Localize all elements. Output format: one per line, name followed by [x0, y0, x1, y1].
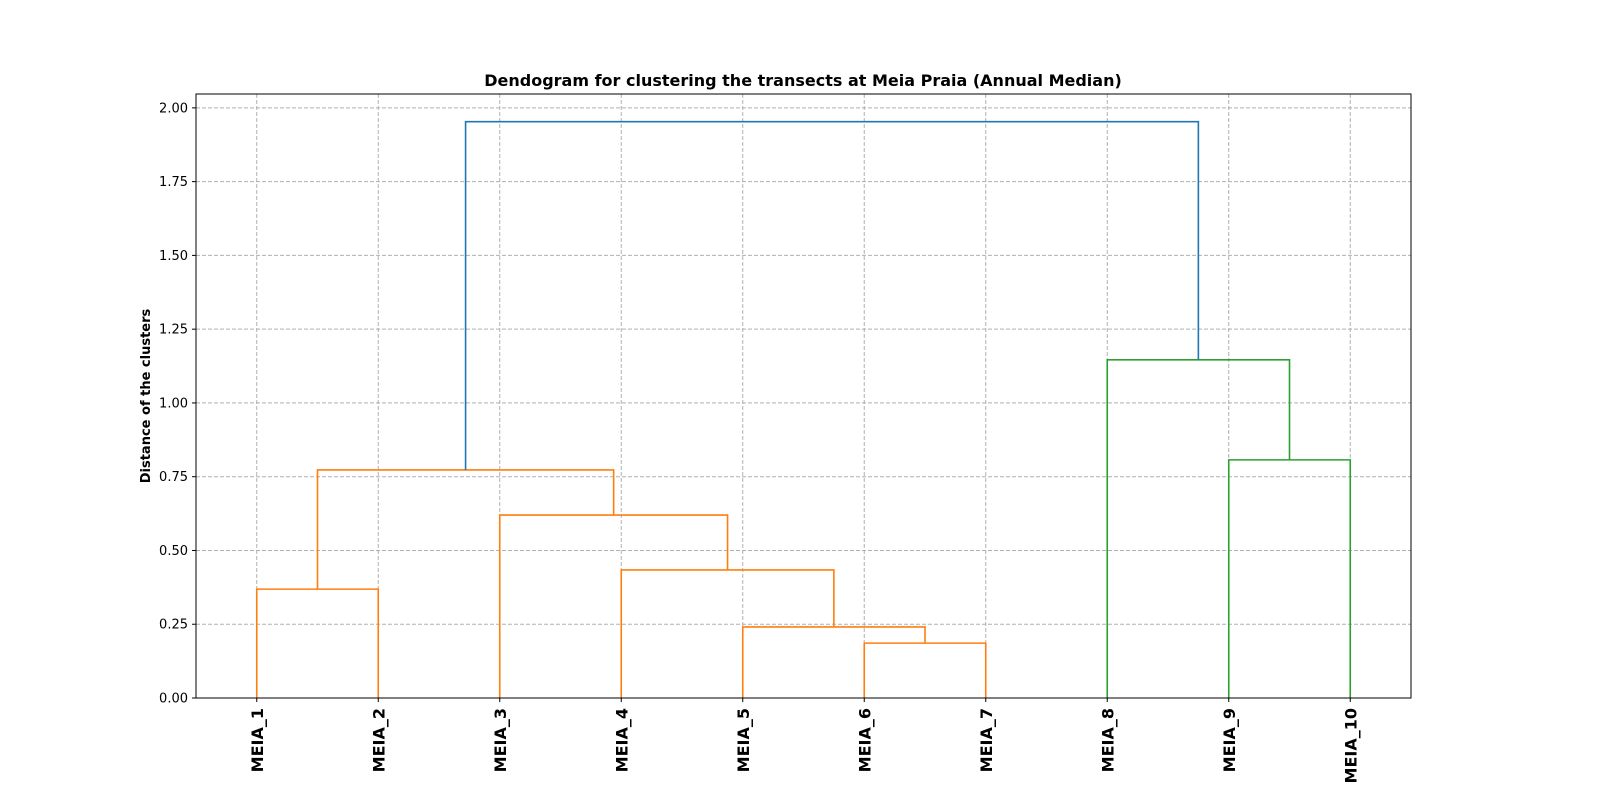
- x-tick-label: MEIA_8: [1098, 708, 1117, 772]
- x-tick-label: MEIA_4: [612, 708, 631, 772]
- y-tick-label: 0.25: [159, 618, 188, 633]
- dendrogram-link: [620, 569, 835, 698]
- y-tick-label: 0.50: [159, 544, 188, 559]
- plot-frame: [195, 93, 1412, 699]
- dendrogram-link: [255, 588, 380, 698]
- x-tick-label: MEIA_1: [248, 708, 267, 772]
- y-tick-label: 2.00: [159, 101, 188, 116]
- dendrogram-link: [863, 642, 987, 698]
- y-tick-label: 1.50: [159, 249, 188, 264]
- x-tick-label: MEIA_3: [491, 708, 510, 772]
- y-tick-label: 1.75: [159, 175, 188, 190]
- x-tick-label: MEIA_6: [855, 708, 874, 772]
- dendrogram-link: [1227, 459, 1352, 698]
- dendrogram-link: [316, 469, 615, 590]
- y-tick-label: 0.00: [159, 692, 188, 707]
- x-tick-label: MEIA_2: [369, 708, 388, 772]
- x-tick-label: MEIA_5: [734, 708, 753, 772]
- chart-title: Dendogram for clustering the transects a…: [484, 71, 1122, 90]
- dendrogram-link: [741, 626, 926, 698]
- dendrogram-link: [498, 514, 729, 698]
- x-tick-label: MEIA_10: [1341, 708, 1360, 783]
- y-tick-label: 1.25: [159, 323, 188, 338]
- dendrogram-link: [1106, 359, 1291, 698]
- x-tick-label: MEIA_7: [977, 708, 996, 772]
- y-axis-label: Distance of the clusters: [139, 308, 154, 483]
- x-tick-label: MEIA_9: [1220, 708, 1239, 772]
- y-tick-label: 0.75: [159, 470, 188, 485]
- dendrogram-link: [464, 120, 1200, 470]
- y-tick-label: 1.00: [159, 396, 188, 411]
